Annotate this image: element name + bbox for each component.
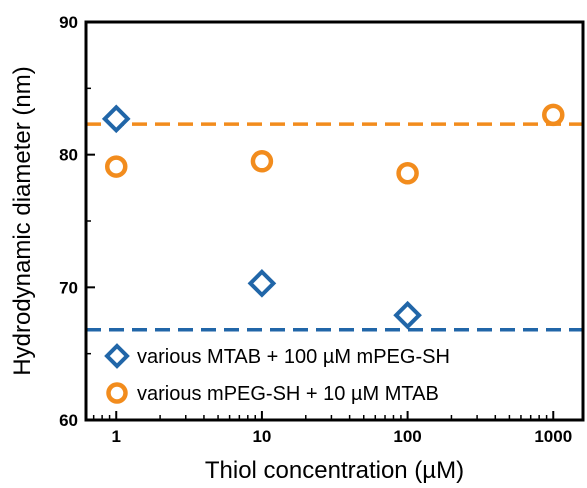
- reference-lines: [86, 122, 583, 332]
- y-axis-label: Hydrodynamic diameter (nm): [9, 66, 36, 375]
- x-tick-label-0: 1: [112, 427, 121, 446]
- y-tick-label-0: 60: [59, 411, 78, 430]
- x-tick-label-1: 10: [252, 427, 271, 446]
- point-mtab-0: [101, 104, 131, 134]
- legend: various MTAB + 100 µM mPEG-SH various mP…: [104, 343, 450, 405]
- legend-entry-mpeg: various mPEG-SH + 10 µM MTAB: [137, 383, 439, 405]
- legend-diamond-symbol: [104, 343, 130, 369]
- data-markers: [101, 103, 565, 330]
- x-axis-label: Thiol concentration (µM): [205, 457, 464, 484]
- x-tick-label-3: 1000: [534, 427, 572, 446]
- axis-ticks: [86, 21, 555, 421]
- legend-entry-mtab: various MTAB + 100 µM mPEG-SH: [137, 346, 450, 368]
- y-tick-label-2: 80: [59, 146, 78, 165]
- tick-labels: 1 10 100 1000 60 70 80 90: [59, 13, 572, 446]
- point-mtab-1: [247, 269, 277, 298]
- point-mpeg-2: [396, 161, 419, 185]
- point-mtab-2: [393, 300, 422, 330]
- point-mpeg-0: [104, 155, 128, 178]
- legend-marker-circle: [106, 382, 128, 404]
- legend-circle-symbol: [106, 382, 128, 404]
- point-mpeg-3: [542, 103, 565, 127]
- y-tick-label-1: 70: [59, 278, 78, 297]
- y-tick-label-3: 90: [59, 13, 78, 32]
- point-mpeg-1: [250, 150, 274, 173]
- legend-marker-diamond: [104, 343, 130, 369]
- x-tick-label-2: 100: [393, 427, 421, 446]
